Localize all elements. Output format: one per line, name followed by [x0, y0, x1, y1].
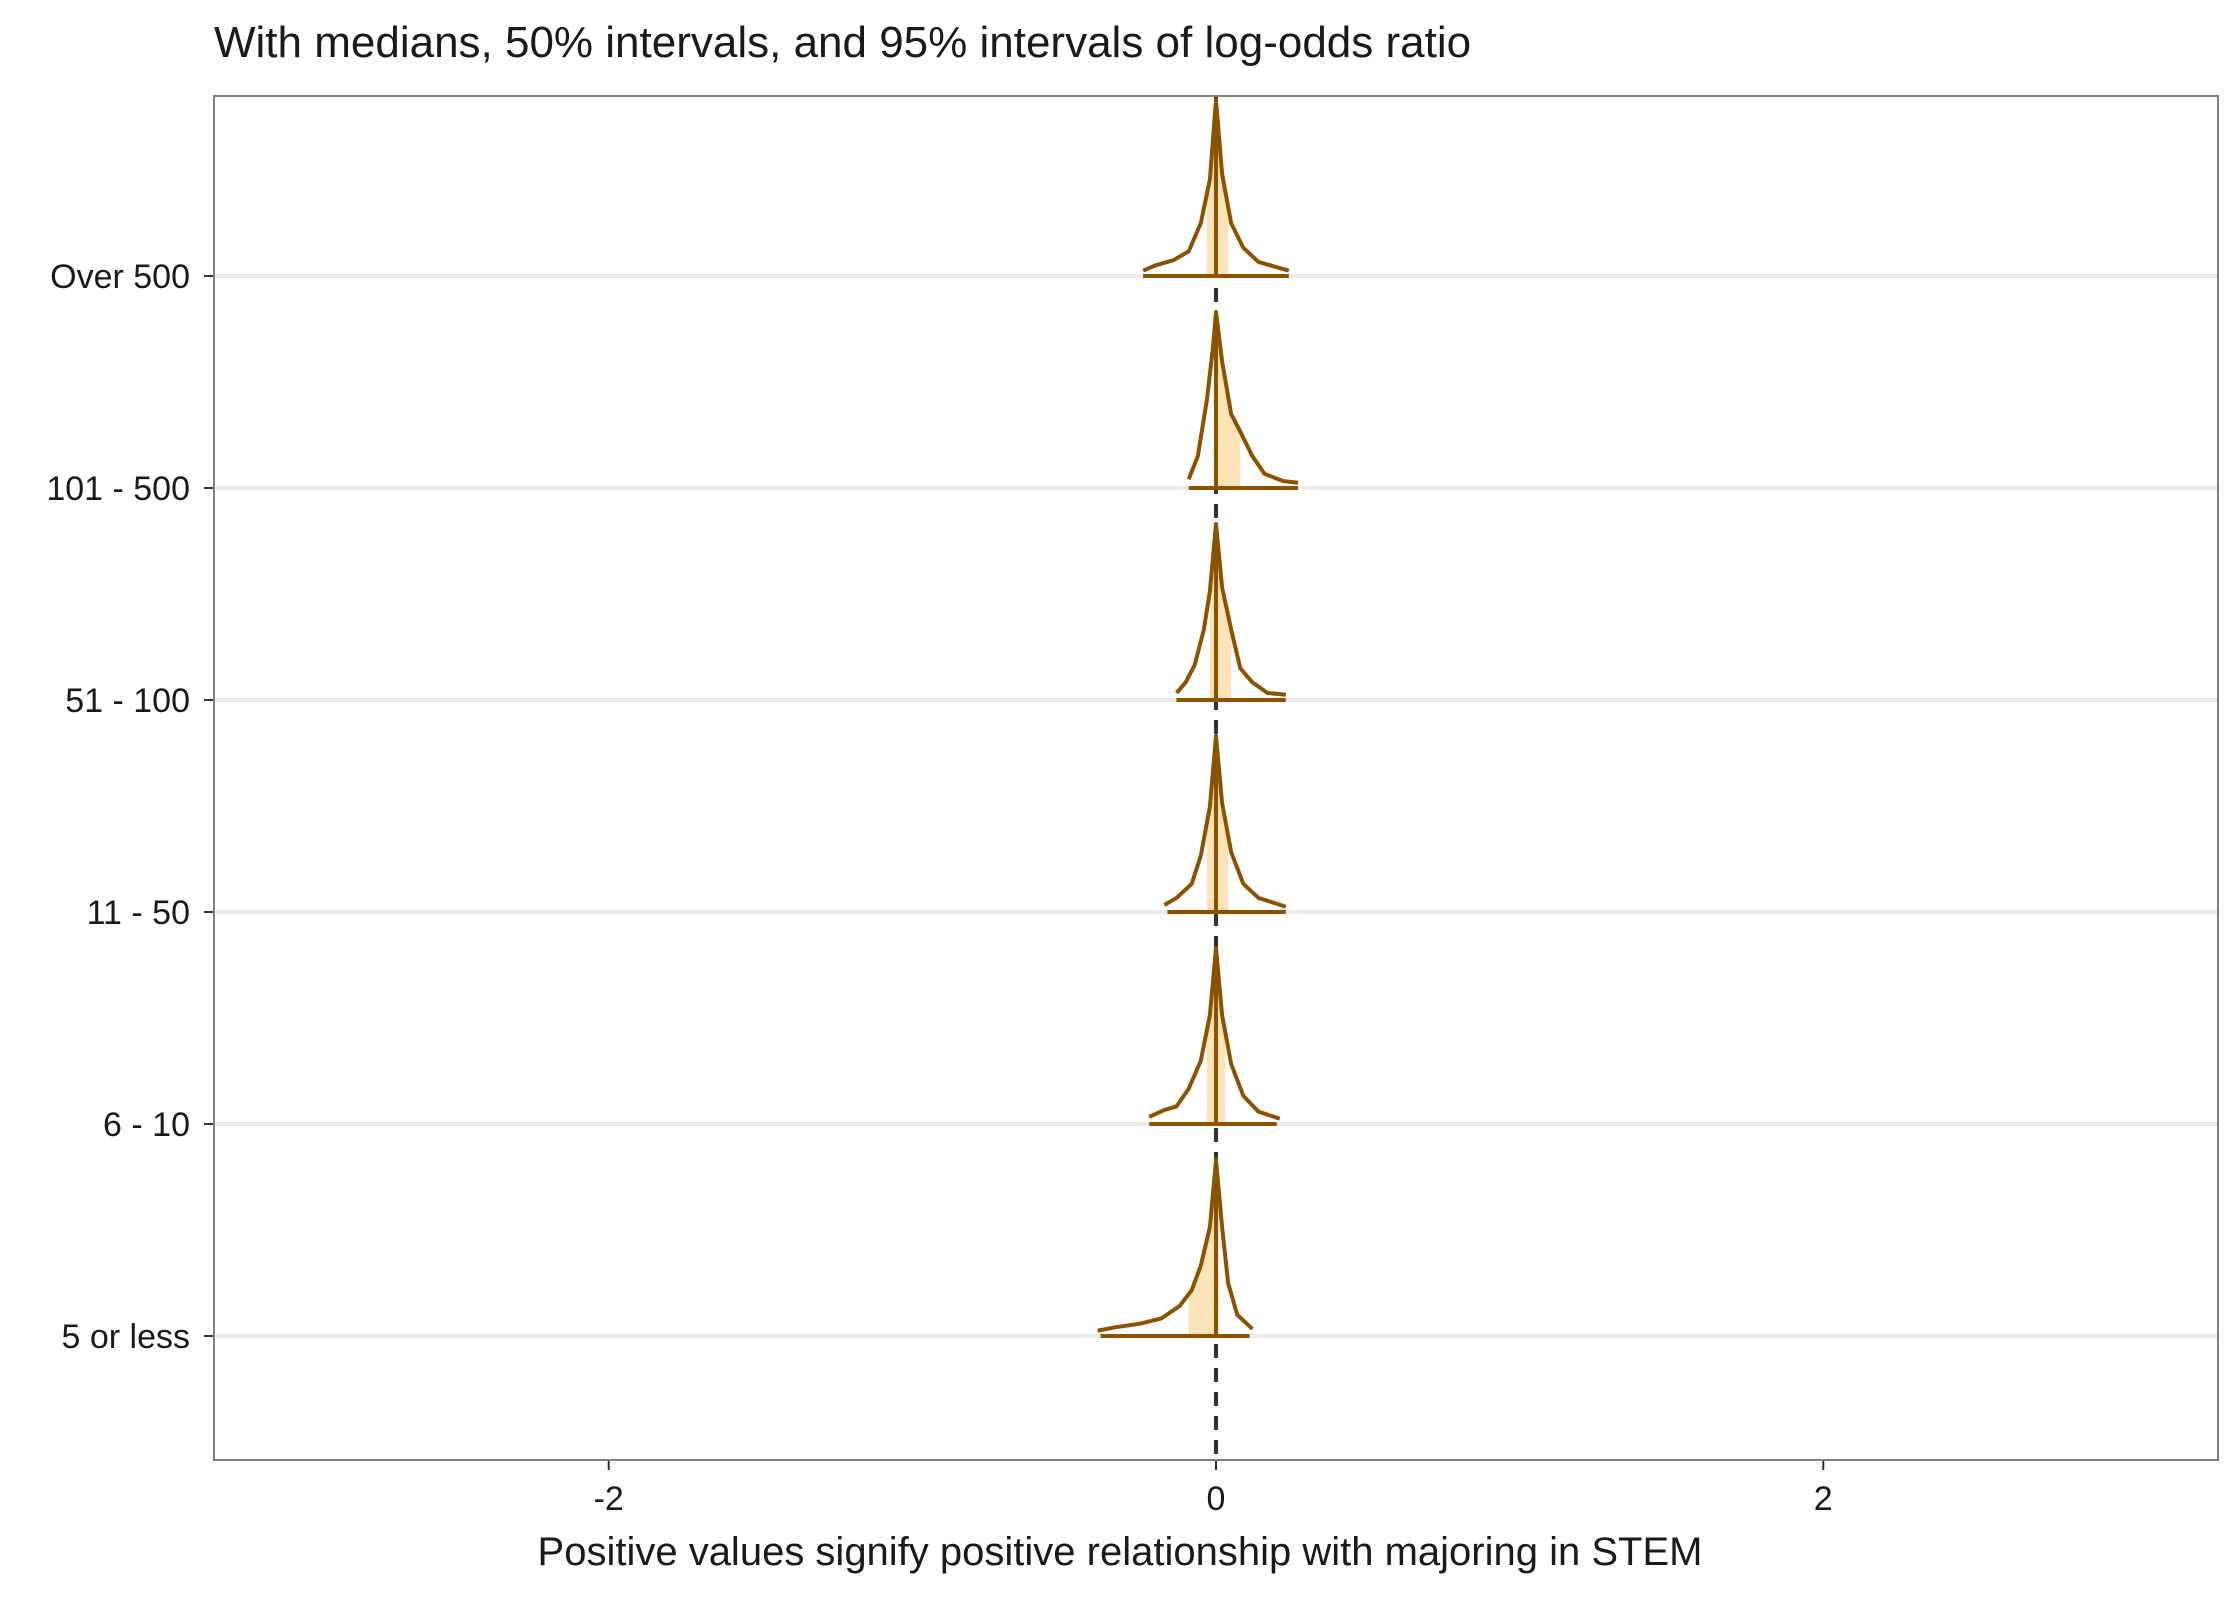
density-curve-1	[1148, 946, 1281, 1121]
y-tick-label: 51 - 100	[65, 682, 190, 720]
chart-title: With medians, 50% intervals, and 95% int…	[214, 18, 1472, 67]
y-tick-label: Over 500	[50, 258, 190, 296]
interval-50-fill-0	[1188, 1165, 1220, 1336]
axes: 5 or less 6 - 10 11 - 50 51 - 100 101 - 500 O…	[46, 258, 1832, 1518]
y-tick-label: 6 - 10	[103, 1106, 190, 1144]
density-curve-0	[1097, 1158, 1254, 1333]
y-tick-label: 5 or less	[62, 1318, 191, 1356]
y-tick-label: 101 - 500	[46, 470, 190, 508]
x-tick-label: 2	[1814, 1480, 1833, 1518]
density-curve-4	[1186, 310, 1299, 485]
x-tick-label: -2	[594, 1480, 624, 1518]
y-tick-label: 11 - 50	[87, 894, 190, 932]
density-curve-5	[1142, 98, 1290, 273]
density-curve-3	[1175, 522, 1287, 697]
panel-border	[213, 95, 2219, 1461]
x-axis-label: Positive values signify positive relatio…	[537, 1530, 1703, 1574]
density-curve-2	[1163, 734, 1287, 909]
x-tick-label: 0	[1207, 1480, 1226, 1518]
density-curves	[1097, 98, 1299, 1338]
